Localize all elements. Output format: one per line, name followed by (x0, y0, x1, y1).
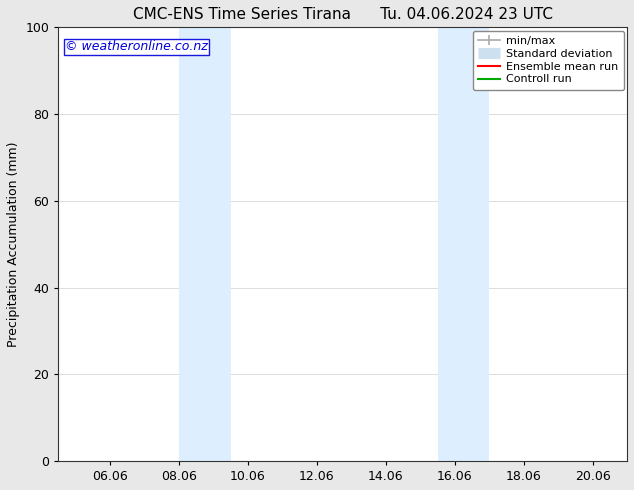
Text: © weatheronline.co.nz: © weatheronline.co.nz (65, 40, 208, 53)
Bar (437, 27, 489, 461)
Bar (179, 27, 231, 461)
Legend: min/max, Standard deviation, Ensemble mean run, Controll run: min/max, Standard deviation, Ensemble me… (472, 30, 624, 90)
Title: CMC-ENS Time Series Tirana      Tu. 04.06.2024 23 UTC: CMC-ENS Time Series Tirana Tu. 04.06.202… (133, 7, 553, 22)
Y-axis label: Precipitation Accumulation (mm): Precipitation Accumulation (mm) (7, 142, 20, 347)
